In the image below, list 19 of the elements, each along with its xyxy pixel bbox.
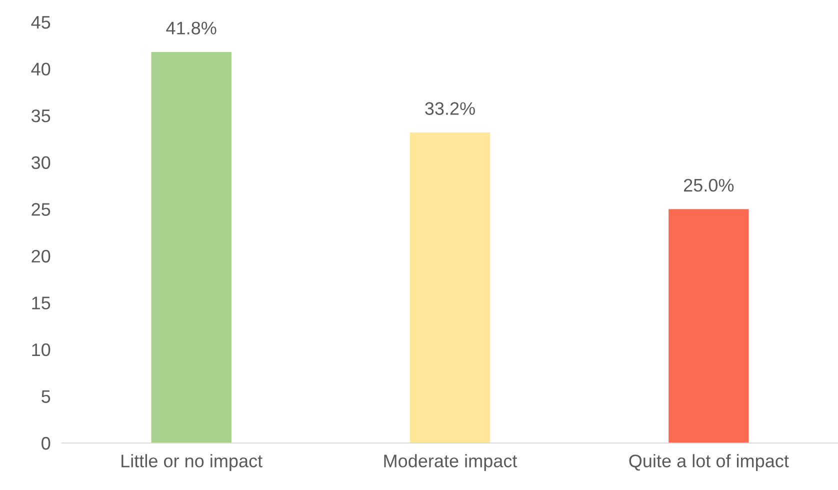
x-tick-label: Quite a lot of impact	[629, 454, 789, 471]
y-tick-label: 15	[32, 296, 50, 310]
x-tick-label: Little or no impact	[122, 454, 262, 471]
y-tick-label: 45	[31, 16, 50, 29]
y-tick-label: 5	[42, 390, 50, 403]
data-label: 41.8%	[166, 22, 216, 34]
data-label: 33.2%	[425, 102, 475, 115]
y-tick-label: 0	[42, 436, 50, 450]
y-tick-label: 25	[32, 203, 50, 216]
bar	[668, 209, 749, 443]
y-tick-label: 30	[31, 156, 50, 170]
y-tick-label: 35	[31, 109, 50, 122]
y-tick-label: 40	[31, 62, 50, 76]
x-tick-label: Moderate impact	[384, 454, 518, 471]
data-label: 25.0%	[684, 178, 734, 192]
bar	[151, 52, 232, 443]
y-tick-label: 20	[32, 250, 50, 263]
y-tick-label: 10	[32, 343, 50, 356]
bar	[410, 132, 490, 443]
